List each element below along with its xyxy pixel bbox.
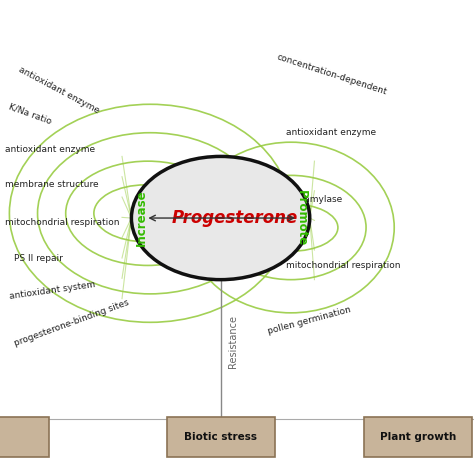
Text: progesterone-binding sites: progesterone-binding sites	[12, 298, 130, 348]
Text: concentration-dependent: concentration-dependent	[275, 53, 388, 97]
Text: mitochondrial respiration: mitochondrial respiration	[5, 219, 119, 227]
Text: pollen germination: pollen germination	[266, 305, 352, 336]
Text: PS II repair: PS II repair	[14, 254, 63, 263]
Text: mitochondrial respiration: mitochondrial respiration	[286, 261, 401, 270]
Polygon shape	[185, 182, 256, 254]
Text: Increase: Increase	[135, 190, 148, 246]
Text: Resistance: Resistance	[228, 315, 237, 368]
FancyBboxPatch shape	[0, 417, 49, 457]
FancyBboxPatch shape	[364, 417, 472, 457]
Text: antioxidant system: antioxidant system	[9, 280, 96, 301]
Text: K/Na ratio: K/Na ratio	[8, 102, 53, 126]
Text: Biotic stress: Biotic stress	[184, 432, 257, 442]
Text: antioxidant enzyme: antioxidant enzyme	[286, 128, 376, 137]
FancyBboxPatch shape	[166, 417, 274, 457]
Text: antioxidant enzyme: antioxidant enzyme	[17, 65, 100, 115]
Ellipse shape	[131, 156, 310, 280]
Text: Plant growth: Plant growth	[380, 432, 456, 442]
Text: Progesterone: Progesterone	[172, 209, 298, 227]
Text: antioxidant enzyme: antioxidant enzyme	[5, 145, 95, 154]
Text: α-amylase: α-amylase	[296, 195, 343, 203]
Text: Promote: Promote	[295, 190, 308, 246]
Text: membrane structure: membrane structure	[5, 181, 98, 189]
